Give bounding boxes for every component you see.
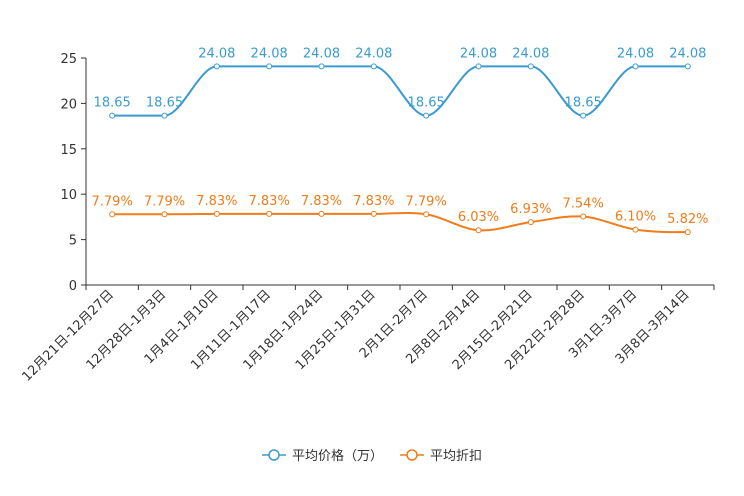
data-label: 7.83% <box>196 194 237 209</box>
series-layer <box>109 63 691 236</box>
y-tick-label: 10 <box>60 188 77 203</box>
data-point <box>318 210 325 217</box>
data-label: 18.65 <box>146 96 183 111</box>
data-point <box>213 63 220 70</box>
y-tick-label: 25 <box>60 52 77 67</box>
data-label: 24.08 <box>303 46 340 61</box>
data-label: 7.79% <box>144 194 185 209</box>
data-point <box>109 112 116 119</box>
legend: 平均价格（万） 平均折扣 <box>262 448 482 464</box>
data-label: 7.79% <box>406 194 447 209</box>
x-tick-label: 12月21日-12月27日 <box>20 287 117 384</box>
data-point <box>632 226 639 233</box>
series-line-1 <box>112 65 688 117</box>
data-point <box>161 112 168 119</box>
data-point <box>109 211 116 218</box>
y-tick-label: 15 <box>60 143 77 158</box>
data-label: 24.08 <box>617 46 654 61</box>
data-label: 18.65 <box>408 96 445 111</box>
data-label: 18.65 <box>94 96 131 111</box>
data-point <box>580 112 587 119</box>
data-label: 5.82% <box>667 212 708 227</box>
data-point <box>266 210 273 217</box>
legend-item-1[interactable]: 平均价格（万） <box>262 448 383 464</box>
data-point <box>213 210 220 217</box>
data-label: 24.08 <box>198 46 235 61</box>
data-label: 7.83% <box>353 194 394 209</box>
data-label: 7.54% <box>563 197 604 212</box>
data-point <box>423 211 430 218</box>
data-point <box>580 213 587 220</box>
data-point <box>527 219 534 226</box>
data-point <box>370 63 377 70</box>
data-label: 7.83% <box>301 194 342 209</box>
data-point <box>475 63 482 70</box>
data-point <box>527 63 534 70</box>
data-point <box>266 63 273 70</box>
y-tick-label: 20 <box>60 97 77 112</box>
data-labels-layer: 18.65 18.65 24.08 24.08 24.08 24.08 18.65 24.08… <box>92 46 709 227</box>
data-label: 18.65 <box>565 96 602 111</box>
data-point <box>370 210 377 217</box>
legend-marker-icon <box>406 449 418 461</box>
data-label: 7.79% <box>92 194 133 209</box>
data-label: 24.08 <box>669 46 706 61</box>
y-tick-label: 5 <box>69 234 77 249</box>
data-point <box>318 63 325 70</box>
legend-marker-icon <box>268 449 280 461</box>
data-point <box>161 211 168 218</box>
legend-item-2[interactable]: 平均折扣 <box>400 449 482 464</box>
data-label: 7.83% <box>249 194 290 209</box>
data-point <box>684 229 691 236</box>
data-point <box>423 112 430 119</box>
data-label: 6.93% <box>510 202 551 217</box>
legend-label: 平均折扣 <box>430 449 482 464</box>
data-label: 24.08 <box>460 46 497 61</box>
data-label: 24.08 <box>251 46 288 61</box>
data-point <box>475 227 482 234</box>
data-label: 6.10% <box>615 210 656 225</box>
data-point <box>684 63 691 70</box>
data-label: 24.08 <box>512 46 549 61</box>
legend-label: 平均价格（万） <box>292 448 383 464</box>
y-tick-label: 0 <box>69 279 77 294</box>
data-point <box>632 63 639 70</box>
data-label: 24.08 <box>355 46 392 61</box>
data-label: 6.03% <box>458 210 499 225</box>
series-line-2 <box>112 211 688 234</box>
